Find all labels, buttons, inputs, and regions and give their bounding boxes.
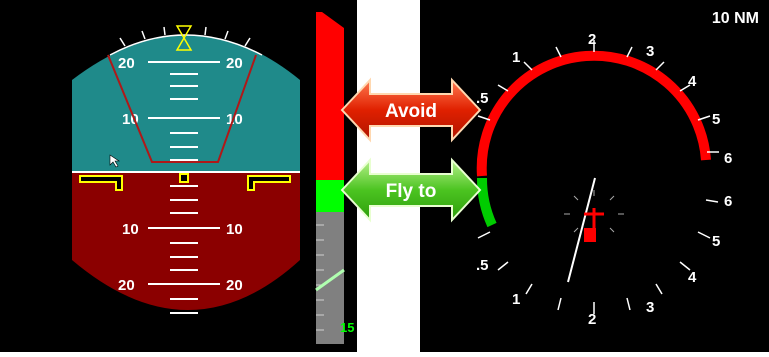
navigation-display-panel: .5 1 2 3 4 5 6 6 5 4 3 2 1 .5 10 NM	[420, 0, 769, 352]
scale-label: 1	[512, 291, 520, 308]
fly-to-label: Fly to	[386, 181, 437, 202]
pitch-label: 10	[226, 111, 243, 128]
heading-needle	[567, 177, 596, 283]
inner-ticks	[564, 190, 624, 233]
fly-to-arrow-icon	[340, 157, 482, 223]
pitch-label: 10	[122, 111, 139, 128]
pitch-label: 10	[226, 221, 243, 238]
scale-label: 6	[724, 193, 732, 210]
scale-label: 4	[688, 73, 697, 90]
attitude-indicator: 20 20 10 10 10 10 20 20	[72, 12, 354, 344]
ground-area	[72, 172, 300, 310]
avoid-arc	[476, 50, 711, 177]
compass-display: .5 1 2 3 4 5 6 6 5 4 3 2 1 .5	[476, 31, 732, 328]
scale-label: 2	[588, 31, 596, 48]
tape-avoid-zone	[316, 12, 344, 180]
avoid-arrow-icon	[340, 77, 482, 143]
tape-neutral-zone	[316, 212, 344, 344]
scale-label: 5	[712, 233, 720, 250]
roll-ticks	[119, 26, 251, 47]
scale-label: 3	[646, 43, 654, 60]
pitch-label: 20	[118, 55, 135, 72]
scale-label: 3	[646, 299, 654, 316]
scale-label: 4	[688, 269, 697, 286]
tape-value: 15	[340, 320, 354, 335]
pitch-ladder-bottom	[148, 185, 220, 314]
fly-to-arc	[476, 177, 497, 228]
pitch-ladder-top	[148, 61, 220, 161]
mouse-cursor-icon	[109, 154, 120, 168]
scale-label: .5	[476, 257, 489, 274]
pitch-label: 20	[226, 55, 243, 72]
pitch-label: 10	[122, 221, 139, 238]
aircraft-wing-right-icon	[247, 175, 291, 191]
scale-label: 6	[724, 150, 732, 167]
scale-label: 5	[712, 111, 720, 128]
scale-label: .5	[476, 90, 489, 107]
ownship-marker	[584, 228, 596, 242]
aircraft-wing-left-icon	[79, 175, 123, 191]
scale-label: 2	[588, 311, 596, 328]
roll-pointer-icon	[175, 25, 193, 51]
vertical-speed-tape: 15	[315, 12, 354, 344]
avoid-label: Avoid	[385, 101, 437, 122]
compass-ticks	[477, 40, 719, 314]
attitude-panel: 20 20 10 10 10 10 20 20	[0, 0, 357, 352]
aircraft-center-icon	[179, 173, 189, 183]
pitch-label: 20	[118, 277, 135, 294]
scale-label: 1	[512, 49, 520, 66]
flight-envelope-boundary	[107, 54, 257, 163]
range-label: 10 NM	[711, 10, 759, 27]
tape-fly-to-zone	[316, 180, 344, 212]
pitch-label: 20	[226, 277, 243, 294]
